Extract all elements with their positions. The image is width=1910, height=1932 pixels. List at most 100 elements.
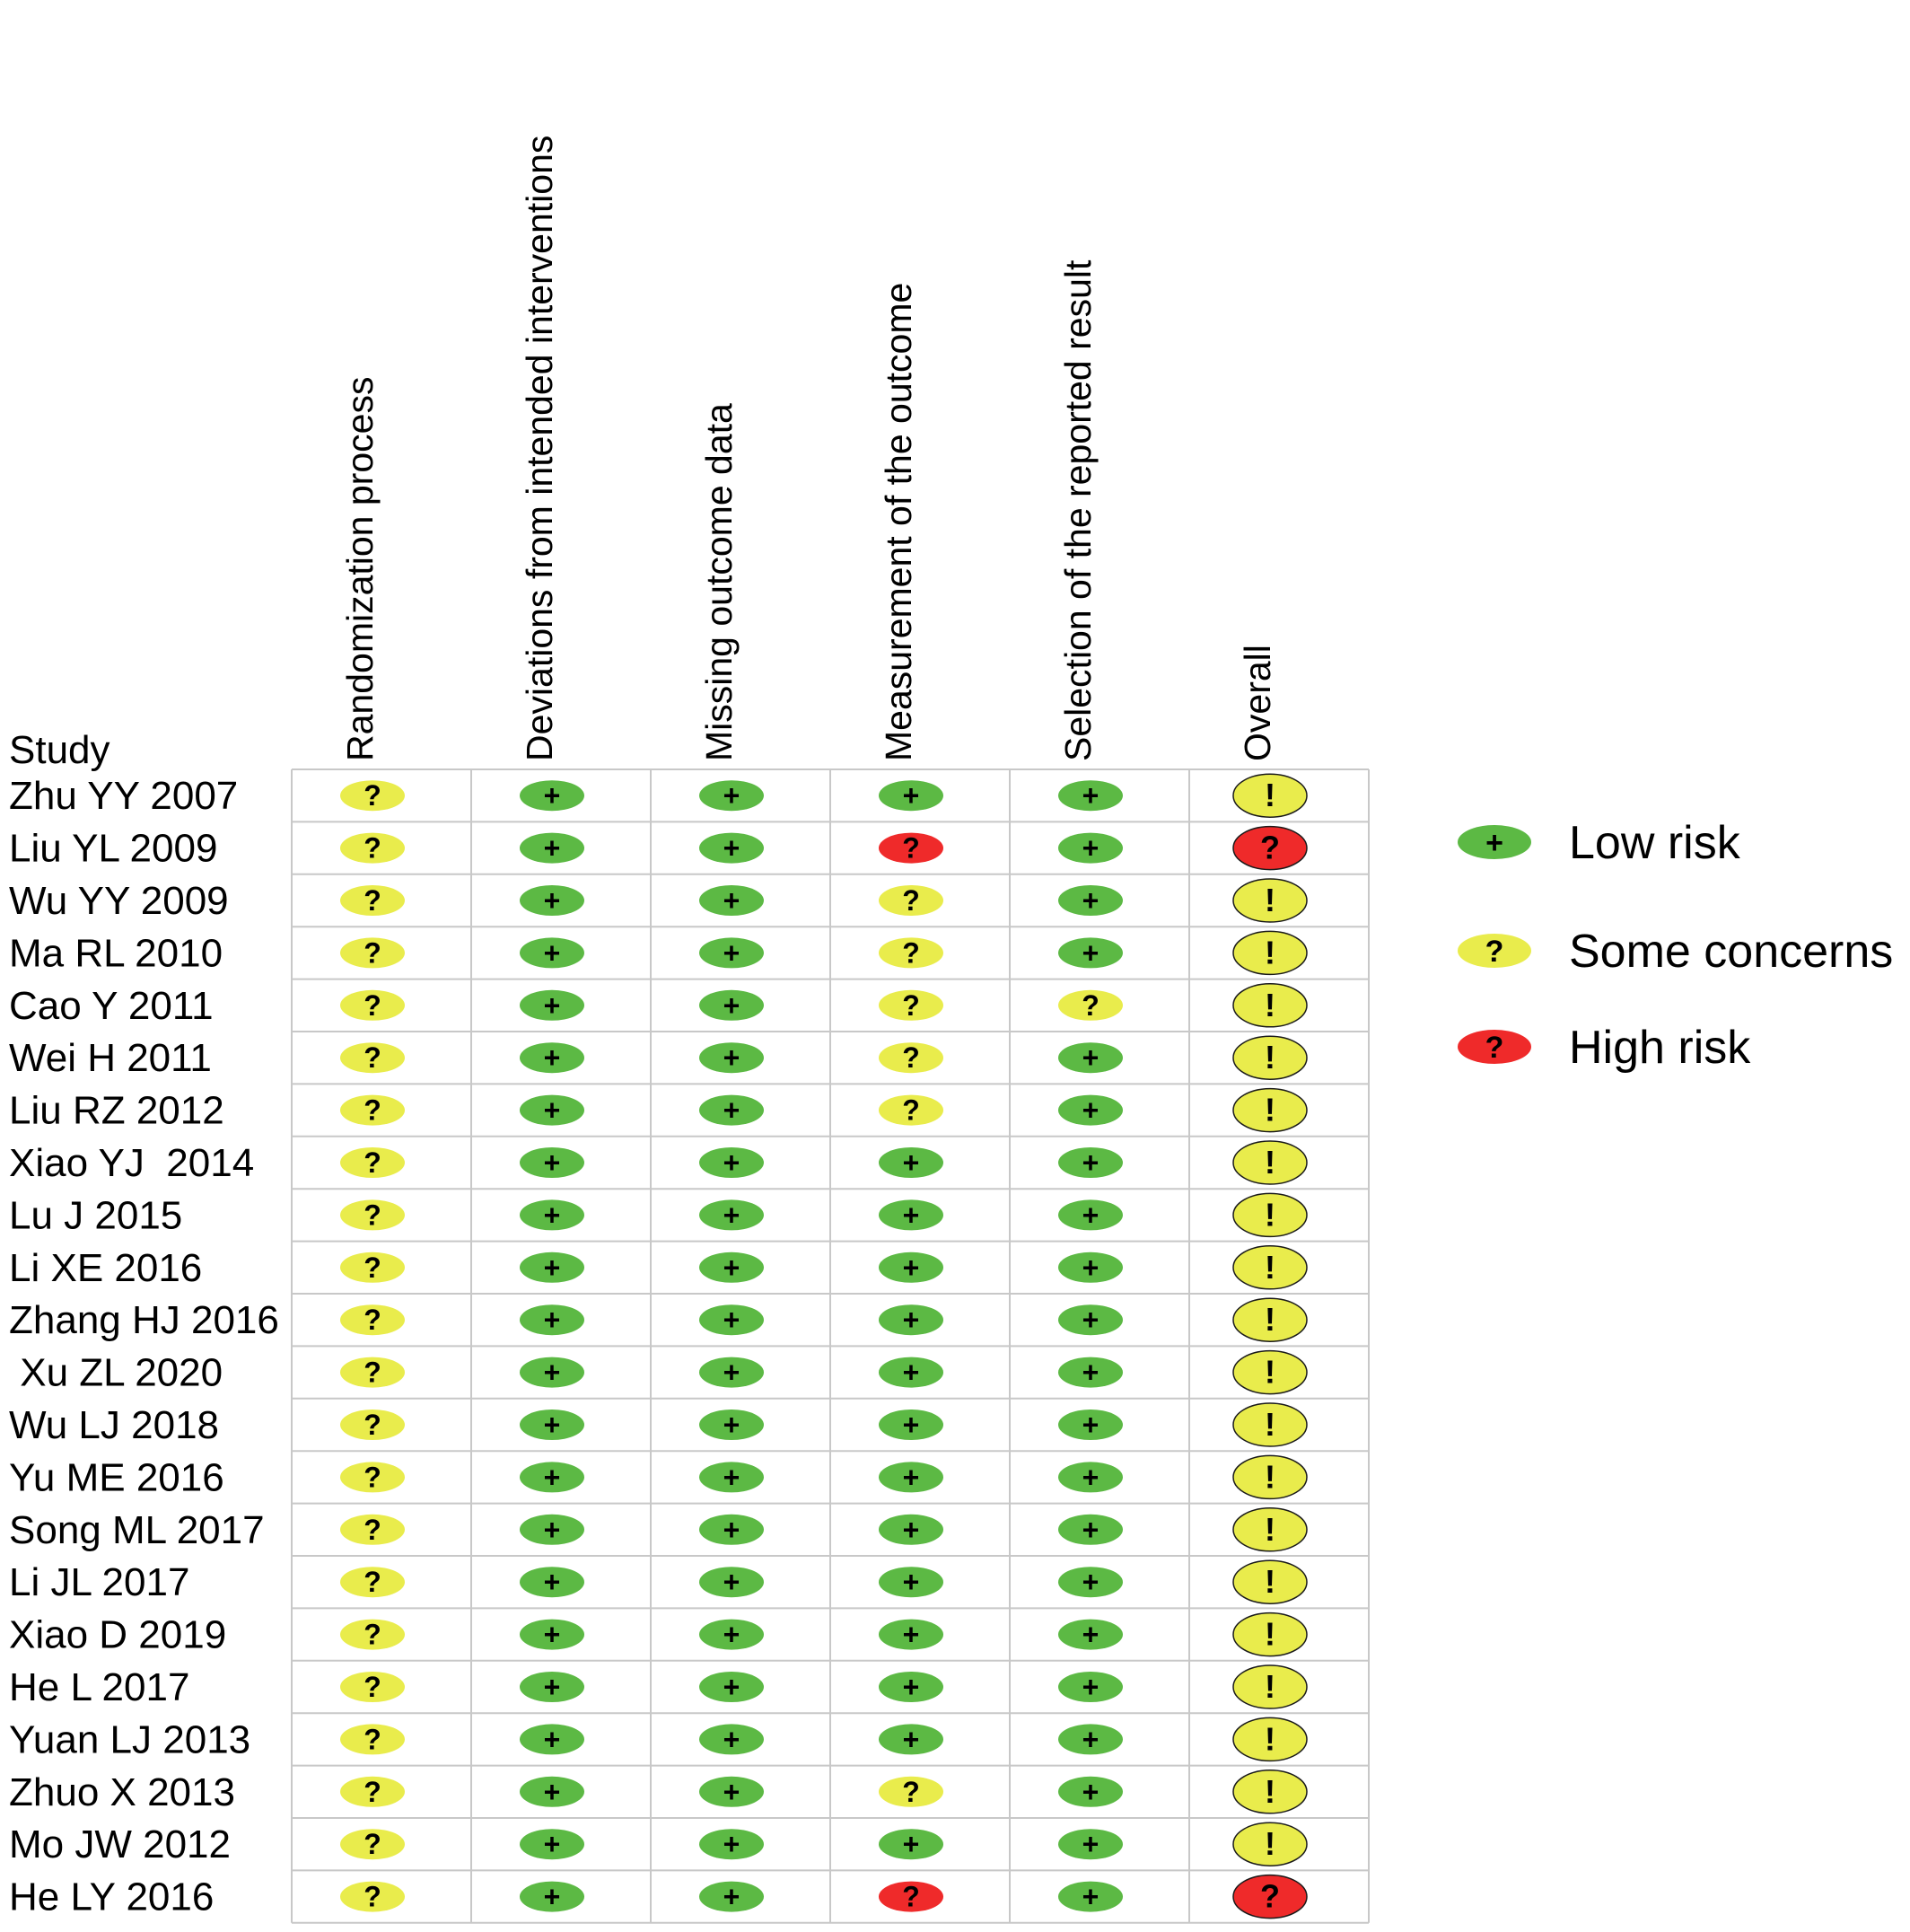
judgement-symbol: +: [723, 1881, 740, 1913]
study-label: Zhang HJ 2016: [9, 1298, 279, 1342]
judgement-marker-some: !: [1232, 1140, 1308, 1185]
judgement-marker-some: ?: [340, 1881, 405, 1913]
judgement-symbol: +: [723, 1461, 740, 1493]
judgement-marker-low: +: [1058, 1881, 1123, 1913]
judgement-symbol: !: [1265, 1301, 1275, 1338]
judgement-marker-low: +: [699, 936, 764, 969]
judgement-symbol: !: [1265, 1563, 1275, 1600]
judgement-symbol: +: [1082, 884, 1100, 917]
table-row: Wei H 2011? + +? +!: [9, 1035, 1308, 1080]
judgement-marker-low: +: [879, 1409, 943, 1441]
judgement-marker-low: +: [520, 1041, 584, 1074]
judgement-ellipse: [520, 1304, 584, 1336]
judgement-ellipse: [879, 1881, 943, 1912]
judgement-symbol: ?: [902, 1094, 920, 1127]
judgement-marker-low: +: [879, 1146, 943, 1179]
judgement-ellipse: [1058, 1462, 1123, 1493]
judgement-symbol: ?: [364, 832, 381, 865]
judgement-ellipse: [340, 937, 405, 969]
judgement-symbol: +: [1082, 1304, 1100, 1336]
judgement-marker-some: ?: [340, 1357, 405, 1389]
judgement-marker-low: +: [879, 779, 943, 812]
judgement-symbol: ?: [364, 1304, 381, 1336]
judgement-ellipse: [340, 1462, 405, 1493]
judgement-marker-some: ?: [340, 1461, 405, 1493]
judgement-symbol: ?: [364, 1723, 381, 1755]
judgement-ellipse: [879, 989, 943, 1021]
table-row: Liu RZ 2012? + +? +!: [9, 1087, 1308, 1133]
judgement-ellipse: [340, 1251, 405, 1283]
judgement-symbol: !: [1265, 1039, 1275, 1076]
judgement-symbol: ?: [364, 779, 381, 812]
judgement-ellipse: [699, 780, 764, 812]
judgement-marker-low: +: [520, 936, 584, 969]
judgement-marker-low: +: [699, 1146, 764, 1179]
judgement-ellipse: [879, 1409, 943, 1440]
judgement-marker-low: +: [879, 1461, 943, 1493]
judgement-marker-low: +: [699, 884, 764, 917]
judgement-marker-low: +: [699, 1619, 764, 1651]
judgement-marker-low: +: [1058, 1828, 1123, 1860]
judgement-marker-low: +: [879, 1671, 943, 1703]
judgement-symbol: +: [723, 884, 740, 917]
judgement-marker-some: !: [1232, 1822, 1308, 1866]
judgement-ellipse: [879, 1619, 943, 1650]
judgement-marker-some: ?: [340, 989, 405, 1022]
judgement-ellipse: [340, 1619, 405, 1650]
legend-label: Low risk: [1569, 817, 1741, 869]
judgement-symbol: +: [544, 1041, 561, 1074]
study-label: Yu ME 2016: [9, 1455, 224, 1499]
judgement-ellipse: [879, 1042, 943, 1074]
judgement-ellipse: [340, 1357, 405, 1388]
judgement-symbol: !: [1265, 1196, 1275, 1233]
judgement-ellipse: [1058, 780, 1123, 812]
judgement-marker-low: +: [520, 1409, 584, 1441]
column-header-overall: Overall: [1237, 645, 1278, 761]
table-row: Mo JW 2012? + + + +!: [9, 1822, 1308, 1866]
judgement-ellipse: [1058, 1199, 1123, 1231]
judgement-ellipse: [340, 1042, 405, 1074]
judgement-marker-low: +: [699, 1041, 764, 1074]
judgement-marker-some: !: [1232, 983, 1308, 1028]
judgement-ellipse: [520, 1409, 584, 1440]
judgement-symbol: +: [544, 1461, 561, 1493]
judgement-ellipse: [1058, 937, 1123, 969]
judgement-marker-low: +: [520, 1251, 584, 1284]
judgement-ellipse: [699, 1042, 764, 1074]
study-label: Xiao YJ 2014: [9, 1141, 254, 1185]
judgement-ellipse: [879, 1776, 943, 1807]
judgement-marker-some: !: [1232, 1611, 1308, 1657]
judgement-symbol: +: [1082, 1881, 1100, 1913]
judgement-ellipse: [699, 937, 764, 969]
judgement-symbol: +: [723, 1409, 740, 1441]
judgement-symbol: +: [723, 1199, 740, 1231]
judgement-symbol: +: [723, 1357, 740, 1389]
table-row: Cao Y 2011? + +??!: [9, 983, 1308, 1028]
judgement-symbol: +: [723, 779, 740, 812]
judgement-symbol: +: [544, 1881, 561, 1913]
judgement-symbol: ?: [902, 832, 920, 865]
judgement-symbol: +: [544, 1619, 561, 1651]
judgement-symbol: !: [1265, 1458, 1275, 1495]
table-row: Song ML 2017? + + + +!: [9, 1507, 1308, 1552]
judgement-symbol: +: [903, 1619, 920, 1651]
judgement-symbol: !: [1265, 1249, 1275, 1286]
judgement-marker-low: +: [1058, 1251, 1123, 1284]
judgement-marker-low: +: [699, 989, 764, 1022]
judgement-ellipse: [340, 1409, 405, 1440]
table-row: Ma RL 2010? + +? +!: [9, 930, 1308, 975]
judgement-marker-low: +: [699, 1409, 764, 1441]
judgement-ellipse: [699, 1357, 764, 1388]
judgement-symbol: +: [903, 1409, 920, 1441]
judgement-symbol: +: [544, 1776, 561, 1808]
judgement-marker-low: +: [699, 1776, 764, 1808]
judgement-marker-low: +: [879, 1251, 943, 1284]
judgement-ellipse: [1058, 1409, 1123, 1440]
judgement-symbol: +: [1082, 1251, 1100, 1284]
judgement-symbol: +: [903, 1461, 920, 1493]
judgement-ellipse: [1058, 885, 1123, 916]
judgement-symbol: +: [723, 1514, 740, 1546]
study-label: Wu LJ 2018: [9, 1403, 219, 1447]
judgement-ellipse: [520, 1251, 584, 1283]
